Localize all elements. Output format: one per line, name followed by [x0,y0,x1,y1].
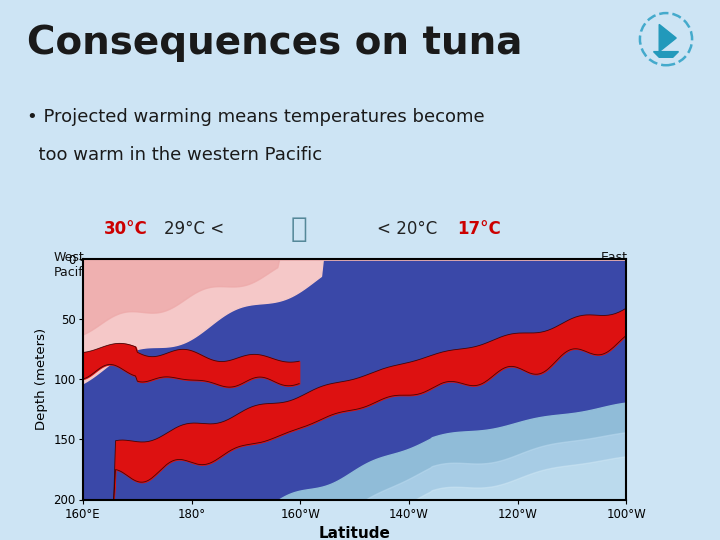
Text: • Projected warming means temperatures become: • Projected warming means temperatures b… [27,108,485,126]
Circle shape [640,13,692,65]
Text: East
Pacific: East Pacific [588,251,628,279]
Text: < 20°C: < 20°C [377,220,437,239]
Text: too warm in the western Pacific: too warm in the western Pacific [27,146,323,164]
Text: 29°C <: 29°C < [164,220,225,239]
Text: 🐟: 🐟 [290,215,307,244]
Y-axis label: Depth (meters): Depth (meters) [35,328,48,430]
Text: West
Pacific: West Pacific [54,251,94,279]
Text: 30°C: 30°C [104,220,148,239]
Text: 17°C: 17°C [457,220,500,239]
X-axis label: Latitude: Latitude [319,526,390,540]
Polygon shape [660,24,676,52]
Text: Consequences on tuna: Consequences on tuna [27,24,523,62]
Polygon shape [654,52,678,57]
